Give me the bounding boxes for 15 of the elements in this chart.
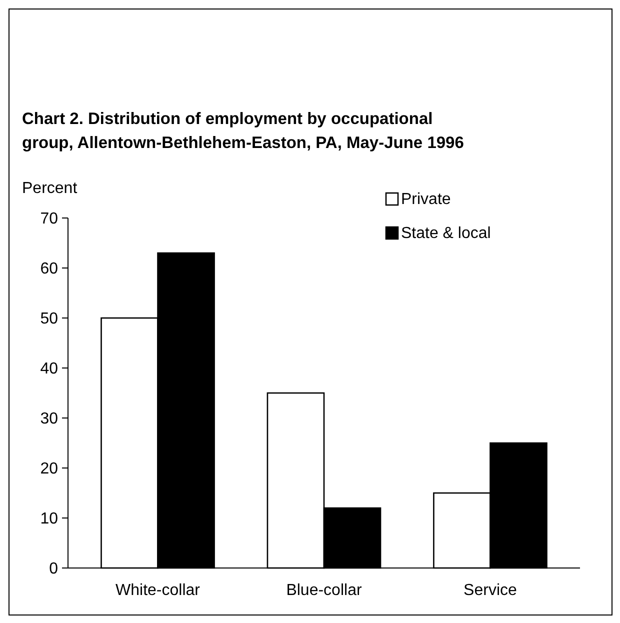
y-tick-label: 50 <box>40 310 58 328</box>
legend-label: Private <box>401 191 451 208</box>
y-tick-label: 0 <box>49 560 58 578</box>
x-tick-label: Blue-collar <box>286 582 362 599</box>
legend-label: State & local <box>401 225 491 242</box>
y-axis-title: Percent <box>22 180 78 197</box>
y-tick-label: 10 <box>40 510 58 528</box>
y-tick-label: 60 <box>40 260 58 278</box>
chart-title: Chart 2. Distribution of employment by occupational group, Allentown-Bethlehem-Easton, PA, May-June 1996 <box>22 110 464 152</box>
y-tick-label: 30 <box>40 410 58 428</box>
y-tick-label: 40 <box>40 360 58 378</box>
x-tick-label: Service <box>464 582 518 599</box>
x-tick-label: White-collar <box>116 582 201 599</box>
y-tick-label: 20 <box>40 460 58 478</box>
y-tick-label: 70 <box>40 210 58 228</box>
